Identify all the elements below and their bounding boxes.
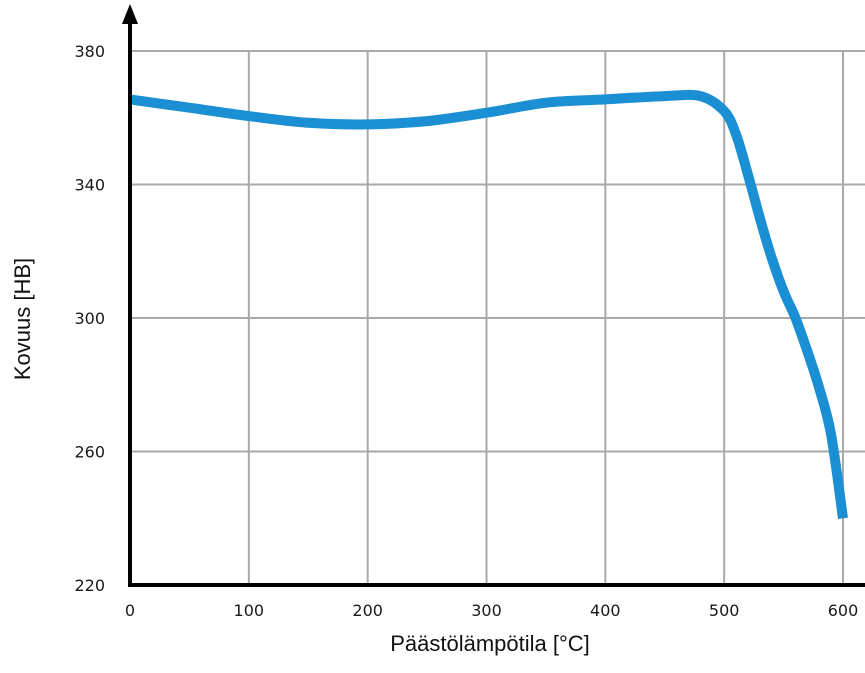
axes [122, 4, 865, 587]
y-axis-arrow-icon [122, 4, 138, 24]
hardness-curve-0 [129, 89, 848, 520]
x-tick-label-300: 300 [471, 601, 502, 620]
y-tick-label-380: 380 [74, 42, 105, 61]
series-layer [129, 89, 848, 520]
x-tick-label-100: 100 [234, 601, 265, 620]
x-tick-label-0: 0 [125, 601, 135, 620]
x-axis-title: Päästölämpötila [°C] [390, 631, 590, 656]
y-tick-label-340: 340 [74, 176, 105, 195]
y-tick-label-260: 260 [74, 443, 105, 462]
y-tick-label-300: 300 [74, 309, 105, 328]
x-tick-label-200: 200 [352, 601, 383, 620]
x-tick-label-600: 600 [828, 601, 859, 620]
x-tick-label-400: 400 [590, 601, 621, 620]
y-tick-label-220: 220 [74, 576, 105, 595]
tick-labels: 0 100 200 300 400 500 600 220 260 300 340 380 [74, 42, 858, 620]
x-tick-label-500: 500 [709, 601, 740, 620]
y-axis-title: Kovuus [HB] [10, 258, 35, 380]
grid [130, 50, 865, 585]
